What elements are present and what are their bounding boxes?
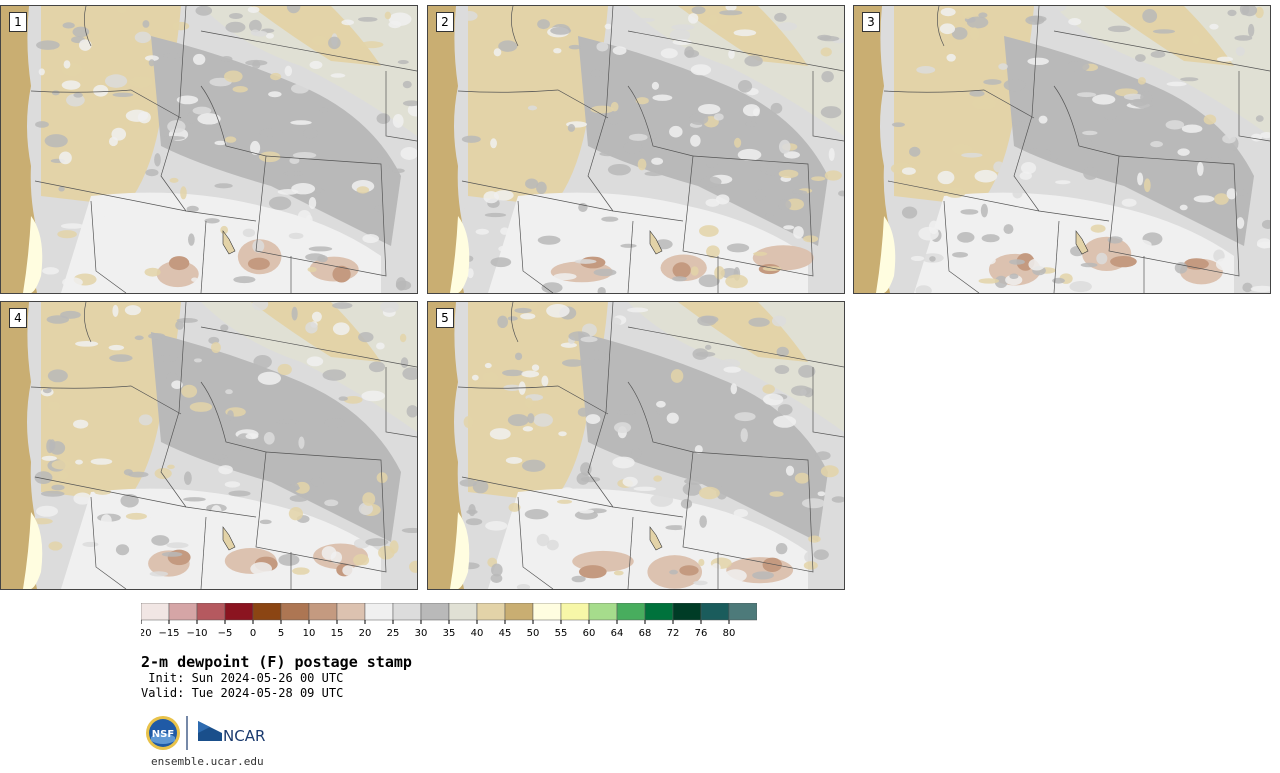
colorbar-tick-label: 80 — [723, 628, 736, 639]
colorbar-swatch — [700, 603, 730, 621]
colorbar-swatch — [336, 603, 366, 621]
colorbar-swatch — [504, 603, 534, 621]
map-panel-2: 2 — [427, 5, 845, 294]
panel-label-3: 3 — [862, 12, 880, 32]
map-panel-5: 5 — [427, 301, 845, 590]
colorbar-tick-label: −5 — [218, 628, 233, 639]
colorbar-swatch — [728, 603, 757, 621]
colorbar-swatch — [448, 603, 478, 621]
figure-title: 2-m dewpoint (F) postage stamp — [141, 653, 412, 671]
colorbar-swatch — [672, 603, 702, 621]
colorbar-tick-label: 40 — [471, 628, 484, 639]
colorbar-swatch — [196, 603, 226, 621]
colorbar-tick-label: 45 — [499, 628, 512, 639]
colorbar-swatch — [308, 603, 338, 621]
colorbar-swatch — [588, 603, 618, 621]
colorbar-tick-label: 25 — [387, 628, 400, 639]
colorbar-swatch — [364, 603, 394, 621]
logos: NSF NCAR — [146, 716, 265, 750]
colorbar-swatch — [616, 603, 646, 621]
colorbar-tick-label: 5 — [278, 628, 284, 639]
ncar-logo-text: NCAR — [223, 727, 265, 745]
colorbar-tick-label: 55 — [555, 628, 568, 639]
colorbar-swatch — [392, 603, 422, 621]
title-block: 2-m dewpoint (F) postage stamp Init: Sun… — [141, 653, 412, 701]
colorbar-swatch — [644, 603, 674, 621]
colorbar-tick-label: 20 — [359, 628, 372, 639]
colorbar-tick-label: 76 — [695, 628, 708, 639]
colorbar-tick-label: −20 — [141, 628, 152, 639]
colorbar-tick-label: 50 — [527, 628, 540, 639]
nsf-logo-text: NSF — [152, 729, 174, 740]
colorbar-tick-label: 68 — [639, 628, 652, 639]
colorbar-tick-label: −15 — [158, 628, 179, 639]
colorbar-tick-label: −10 — [186, 628, 207, 639]
colorbar-swatch — [252, 603, 282, 621]
map-5-canvas — [428, 302, 844, 589]
init-time: Init: Sun 2024-05-26 00 UTC — [141, 671, 344, 685]
footer-url: ensemble.ucar.edu — [151, 755, 264, 768]
colorbar: −20 −15 −10 −5 0 5 10 15 20 25 30 35 40 45 50 55 60 64 68 7… — [141, 603, 757, 639]
colorbar-tick-label: 30 — [415, 628, 428, 639]
map-panel-4: 4 — [0, 301, 418, 590]
valid-time: Valid: Tue 2024-05-28 09 UTC — [141, 686, 344, 700]
colorbar-tick-label: 35 — [443, 628, 456, 639]
colorbar-tick-label: 10 — [303, 628, 316, 639]
colorbar-tick-label: 15 — [331, 628, 344, 639]
map-2-canvas — [428, 6, 844, 293]
colorbar-tick-label: 0 — [250, 628, 256, 639]
map-4-canvas — [1, 302, 417, 589]
colorbar-swatch — [224, 603, 254, 621]
colorbar-tick-label: 64 — [611, 628, 624, 639]
nsf-logo: NSF — [146, 716, 180, 750]
colorbar-swatch — [560, 603, 590, 621]
map-panel-3: 3 — [853, 5, 1271, 294]
panel-label-4: 4 — [9, 308, 27, 328]
colorbar-tick-label: 72 — [667, 628, 680, 639]
map-3-canvas — [854, 6, 1270, 293]
panel-label-2: 2 — [436, 12, 454, 32]
colorbar-tick-label: 60 — [583, 628, 596, 639]
colorbar-swatch — [141, 603, 170, 621]
map-panel-1: 1 — [0, 5, 418, 294]
colorbar-swatch — [168, 603, 198, 621]
ncar-logo: NCAR — [198, 721, 265, 745]
colorbar-swatch — [532, 603, 562, 621]
panel-label-1: 1 — [9, 12, 27, 32]
colorbar-swatch — [280, 603, 310, 621]
colorbar-swatch — [476, 603, 506, 621]
colorbar-swatch — [420, 603, 450, 621]
map-1-canvas — [1, 6, 417, 293]
panel-label-5: 5 — [436, 308, 454, 328]
